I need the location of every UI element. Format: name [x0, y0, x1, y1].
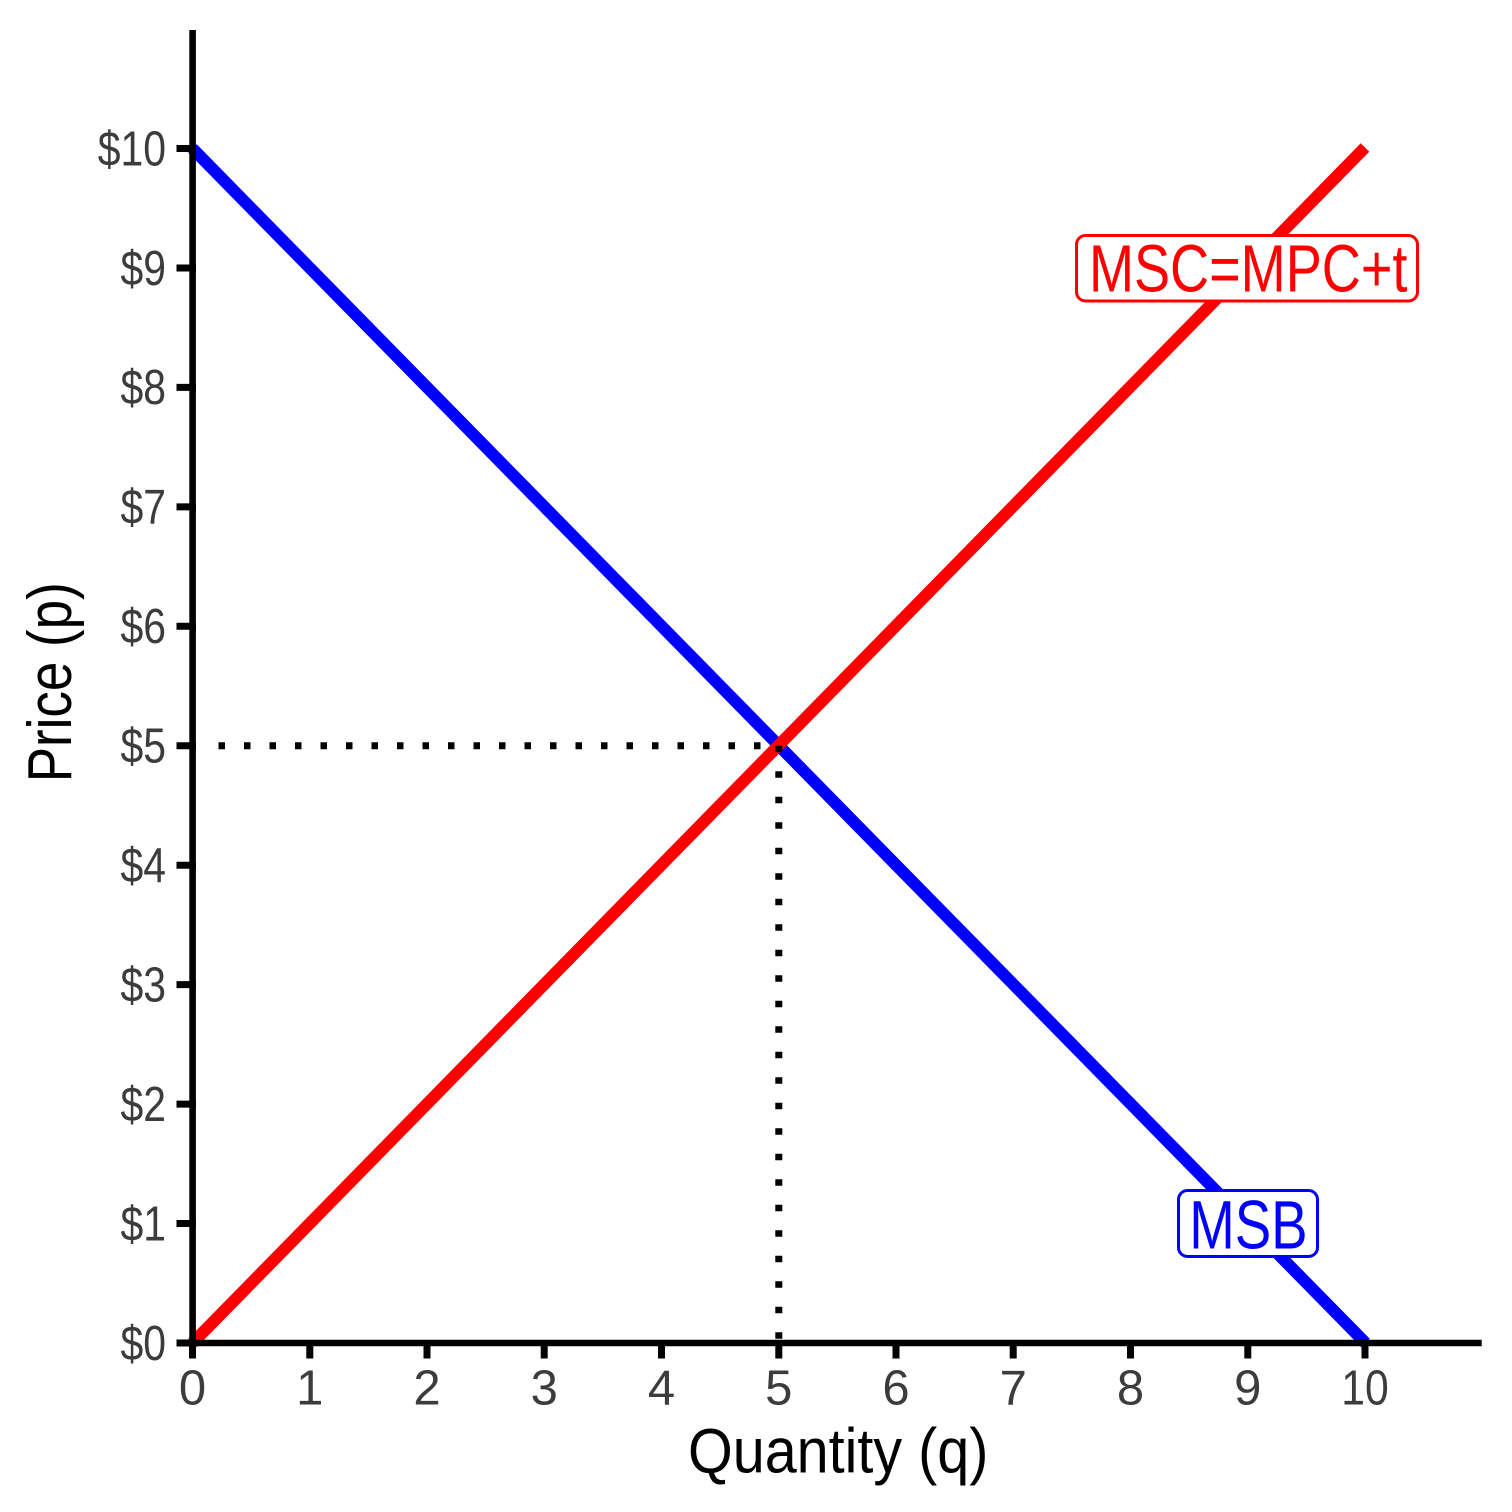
svg-text:3: 3 [531, 1362, 558, 1416]
svg-text:$9: $9 [121, 242, 167, 296]
svg-text:$7: $7 [121, 481, 167, 535]
svg-text:Quantity (q): Quantity (q) [688, 1416, 988, 1486]
svg-text:7: 7 [1000, 1362, 1027, 1416]
svg-text:10: 10 [1341, 1362, 1389, 1416]
svg-text:$2: $2 [121, 1078, 167, 1132]
svg-text:$8: $8 [121, 361, 167, 415]
svg-text:5: 5 [765, 1362, 792, 1416]
svg-text:4: 4 [648, 1362, 675, 1416]
svg-text:9: 9 [1234, 1362, 1261, 1416]
svg-text:2: 2 [413, 1362, 440, 1416]
svg-text:0: 0 [179, 1362, 206, 1416]
svg-text:1: 1 [296, 1362, 323, 1416]
svg-text:$0: $0 [121, 1317, 167, 1371]
svg-text:$4: $4 [121, 839, 167, 893]
svg-text:$10: $10 [98, 122, 166, 176]
svg-text:Price (p): Price (p) [15, 582, 85, 782]
svg-text:$3: $3 [121, 959, 167, 1013]
svg-text:MSB: MSB [1189, 1186, 1307, 1263]
svg-text:8: 8 [1117, 1362, 1144, 1416]
svg-text:MSC=MPC+t: MSC=MPC+t [1089, 233, 1408, 307]
svg-text:$6: $6 [121, 600, 167, 654]
svg-text:$1: $1 [121, 1197, 167, 1251]
svg-text:$5: $5 [121, 720, 167, 774]
svg-text:6: 6 [882, 1362, 909, 1416]
